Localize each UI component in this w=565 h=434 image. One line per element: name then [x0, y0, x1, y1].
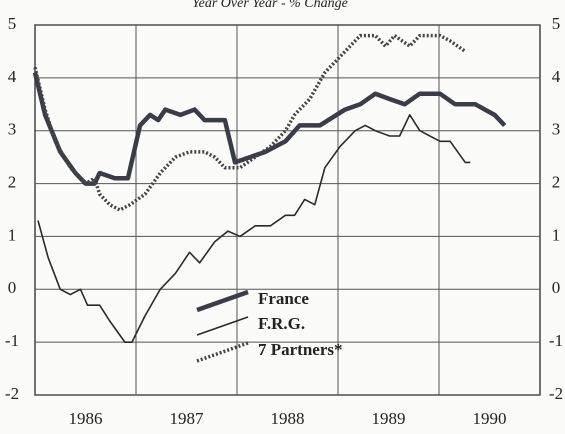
- x-tick-label: 1990: [473, 409, 507, 428]
- legend-label: 7 Partners*: [258, 340, 343, 359]
- y2-tick-label: -1: [549, 331, 563, 350]
- y-tick-label: 4: [8, 67, 17, 86]
- series-line: [33, 33, 467, 212]
- y-tick-label: -2: [5, 384, 19, 403]
- y2-tick-label: 2: [552, 172, 561, 191]
- y-tick-label: 3: [8, 120, 17, 139]
- y2-tick-label: -2: [549, 384, 563, 403]
- legend-swatch: [196, 316, 249, 336]
- y2-tick-label: 3: [552, 120, 561, 139]
- x-tick-label: 1986: [69, 409, 103, 428]
- x-tick-label: 1987: [170, 409, 205, 428]
- y-tick-label: -1: [5, 331, 19, 350]
- y-tick-label: 1: [8, 225, 17, 244]
- chart-subtitle: Year Over Year - % Change: [192, 0, 348, 11]
- y2-tick-label: 1: [552, 225, 561, 244]
- legend-swatch: [196, 289, 249, 313]
- y-tick-label: 0: [8, 278, 17, 297]
- y-tick-label: 2: [8, 172, 17, 191]
- y2-tick-label: 5: [552, 14, 561, 33]
- x-tick-label: 1989: [372, 409, 406, 428]
- y2-tick-label: 0: [552, 278, 561, 297]
- legend-label: F.R.G.: [258, 314, 305, 333]
- series-line: [37, 114, 471, 343]
- legend-swatch: [196, 341, 249, 363]
- y-tick-label: 5: [8, 14, 17, 33]
- series-line: [32, 72, 507, 186]
- legend-label: France: [258, 289, 309, 308]
- y2-tick-label: 4: [552, 67, 561, 86]
- x-tick-label: 1988: [271, 409, 305, 428]
